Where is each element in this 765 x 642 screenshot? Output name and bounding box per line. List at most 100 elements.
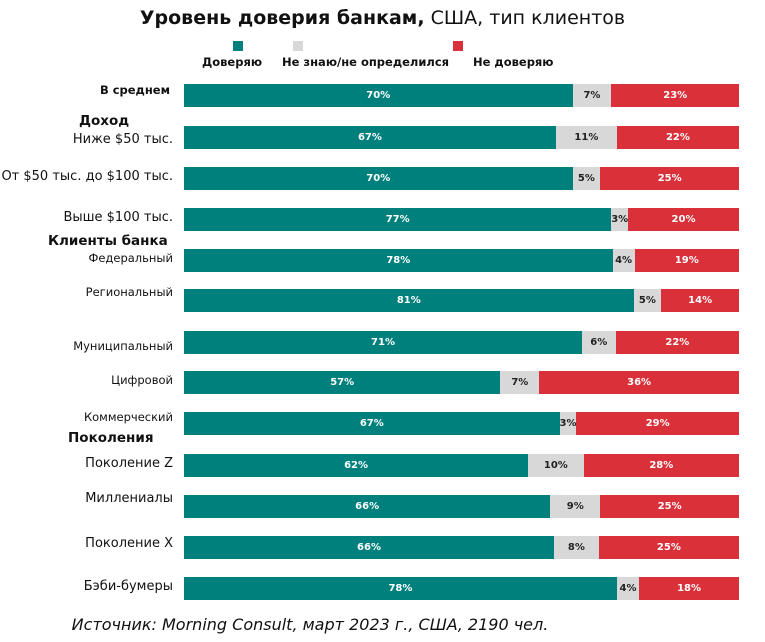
bar-trust: 57%	[184, 370, 501, 394]
bar-trust: 71%	[184, 330, 582, 354]
category-label: Поколение X	[85, 536, 173, 551]
data-label: 5%	[577, 172, 595, 184]
data-label: 8%	[567, 541, 585, 553]
bar-distrust: 29%	[576, 411, 739, 435]
bar-unsure: 3%	[559, 411, 577, 435]
legend-label-trust: Доверяю	[202, 55, 263, 69]
legend-label-unsure: Не знаю/не определился	[282, 55, 450, 69]
bar-unsure: 5%	[572, 166, 601, 190]
bar-trust: 67%	[184, 411, 560, 435]
bar-distrust: 18%	[639, 576, 739, 600]
bar-trust: 78%	[184, 248, 613, 272]
category-label: Поколение Z	[85, 456, 173, 471]
category-label: Коммерческий	[83, 410, 173, 424]
bar-trust: 77%	[184, 207, 612, 231]
bar-trust: 62%	[184, 453, 529, 477]
bar-trust: 66%	[184, 494, 551, 518]
data-label: 25%	[657, 172, 682, 184]
category-label: Миллениалы	[85, 491, 173, 506]
data-label: 22%	[665, 336, 690, 348]
category-label: От $50 тыс. до $100 тыс.	[1, 169, 173, 184]
category-label: Муниципальный	[73, 339, 173, 353]
data-label: 25%	[657, 500, 682, 512]
group-label-generations: Поколения	[68, 430, 154, 446]
data-label: 66%	[355, 500, 380, 512]
legend-label-distrust: Не доверяю	[473, 55, 554, 69]
data-label: 18%	[677, 582, 701, 594]
data-label: 7%	[583, 89, 601, 101]
bar-distrust: 22%	[616, 125, 739, 149]
bar-unsure: 4%	[612, 248, 635, 272]
bar-unsure: 7%	[572, 83, 612, 107]
data-label: 81%	[396, 294, 421, 306]
category-label: Региональный	[85, 285, 173, 299]
data-label: 19%	[674, 254, 699, 266]
bar-distrust: 28%	[583, 453, 739, 477]
group-label-income: Доход	[79, 113, 130, 129]
legend-swatch-trust	[233, 41, 243, 51]
data-label: 70%	[366, 89, 391, 101]
data-label: 67%	[359, 417, 384, 429]
legend-swatch-distrust	[453, 41, 463, 51]
bar-distrust: 25%	[600, 494, 740, 518]
category-label: Выше $100 тыс.	[63, 210, 173, 225]
bar-distrust: 25%	[600, 166, 740, 190]
bar-unsure: 11%	[555, 125, 617, 149]
legend-swatch-unsure	[293, 41, 303, 51]
category-label: Бэби-бумеры	[83, 579, 173, 594]
data-label: 78%	[388, 582, 413, 594]
data-label: 22%	[665, 131, 690, 143]
category-label: В среднем	[99, 83, 170, 97]
data-label: 9%	[566, 500, 584, 512]
data-label: 25%	[656, 541, 681, 553]
data-label: 70%	[366, 172, 391, 184]
bar-unsure: 8%	[554, 535, 599, 559]
category-label: Цифровой	[111, 373, 173, 387]
bar-trust: 67%	[184, 125, 556, 149]
bar-trust: 70%	[184, 83, 573, 107]
data-label: 36%	[627, 376, 652, 388]
bar-distrust: 14%	[661, 288, 739, 312]
chart-title: Уровень доверия банкам, США, тип клиенто…	[0, 7, 765, 29]
data-label: 77%	[385, 213, 410, 225]
data-label: 20%	[671, 213, 696, 225]
data-label: 78%	[386, 254, 411, 266]
data-label: 57%	[330, 376, 355, 388]
bar-unsure: 6%	[582, 330, 616, 354]
data-label: 14%	[688, 294, 713, 306]
data-label: 5%	[638, 294, 656, 306]
data-label: 4%	[615, 254, 633, 266]
category-label: Ниже $50 тыс.	[72, 132, 173, 147]
data-label: 71%	[371, 336, 395, 348]
bar-trust: 81%	[184, 288, 634, 312]
bar-distrust: 22%	[615, 330, 739, 354]
bar-distrust: 19%	[634, 248, 739, 272]
data-label: 4%	[619, 582, 637, 594]
bar-unsure: 5%	[633, 288, 662, 312]
data-label: 6%	[590, 336, 608, 348]
chart-title-bold: Уровень доверия банкам,	[139, 7, 425, 29]
bar-distrust: 25%	[598, 535, 739, 559]
data-label: 28%	[649, 459, 674, 471]
category-label: Федеральный	[88, 251, 173, 265]
group-label-bank-clients: Клиенты банка	[48, 233, 168, 249]
data-label: 29%	[645, 417, 670, 429]
data-label: 3%	[559, 417, 577, 429]
source-note: Источник: Morning Consult, март 2023 г.,…	[71, 615, 549, 634]
data-label: 11%	[574, 131, 599, 143]
data-label: 7%	[511, 376, 529, 388]
bar-unsure: 9%	[550, 494, 601, 518]
bar-distrust: 23%	[611, 83, 740, 107]
bar-trust: 78%	[184, 576, 617, 600]
data-label: 62%	[344, 459, 369, 471]
data-label: 10%	[543, 459, 568, 471]
bar-unsure: 4%	[616, 576, 640, 600]
bar-trust: 70%	[184, 166, 573, 190]
chart-title-rest: США, тип клиентов	[424, 7, 626, 29]
data-label: 23%	[663, 89, 688, 101]
data-label: 3%	[611, 213, 629, 225]
bar-unsure: 7%	[500, 370, 540, 394]
bar-trust: 66%	[184, 535, 554, 559]
bar-distrust: 20%	[628, 207, 739, 231]
data-label: 66%	[357, 541, 381, 553]
